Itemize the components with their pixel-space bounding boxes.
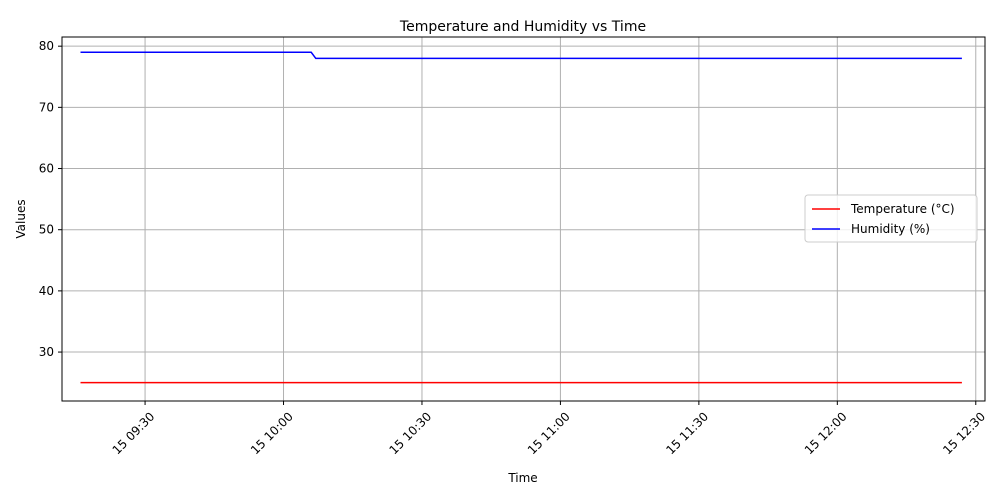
x-tick-label: 15 11:30 [663, 409, 711, 457]
y-tick-label: 60 [39, 162, 54, 176]
legend-box [804, 194, 978, 243]
legend: Temperature (°C) Humidity (%) [804, 194, 978, 243]
y-tick-label: 70 [39, 100, 54, 114]
plot-area-frame [61, 36, 986, 402]
y-tick-label: 40 [39, 284, 54, 298]
x-tick-label: 15 10:30 [386, 409, 434, 457]
series-layer [80, 51, 962, 384]
humidity-line [80, 51, 962, 60]
y-tick-label: 80 [39, 39, 54, 53]
x-tick-label: 15 10:00 [248, 409, 296, 457]
chart-title: Temperature and Humidity vs Time [399, 19, 646, 35]
x-tick-label: 15 11:00 [525, 409, 573, 457]
x-tick-label: 15 12:00 [802, 409, 850, 457]
legend-entry-humidity: Humidity (%) [851, 222, 930, 236]
x-tick-label: 15 09:30 [110, 409, 158, 457]
y-tick-label: 50 [39, 223, 54, 237]
x-tick-label: 15 12:30 [940, 409, 988, 457]
y-tick-label: 30 [39, 345, 54, 359]
y-axis-label: Values [14, 199, 28, 238]
x-axis-label: Time [507, 471, 537, 485]
y-axis-ticks: 30 40 50 60 70 80 [39, 39, 62, 359]
legend-entry-temperature: Temperature (°C) [850, 202, 955, 216]
x-axis-ticks: 15 09:30 15 10:00 15 10:30 15 11:00 15 11:30… [110, 401, 988, 457]
